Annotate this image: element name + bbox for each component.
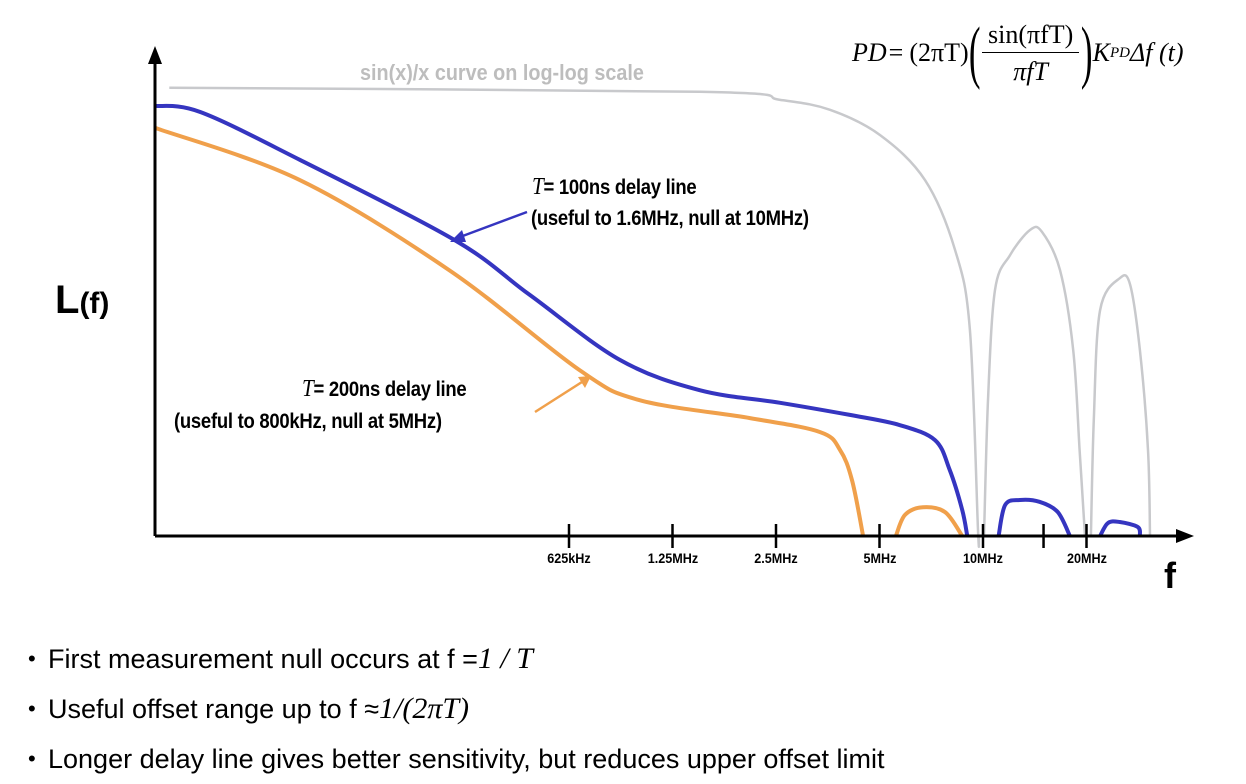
bullet-math: 1/(2πT) [379, 692, 470, 725]
t200-label-line1: T= 200ns delay line [302, 376, 467, 402]
bullet-dot: • [28, 646, 36, 671]
x-axis-arrow [1176, 529, 1194, 543]
t100-arrow-head [450, 230, 466, 242]
x-tick-label: 625kHz [547, 550, 591, 566]
chart [148, 46, 1194, 548]
bullet-item: • Useful offset range up to f ≈ 1/(2πT) [28, 684, 884, 734]
x-tick-label: 1.25MHz [647, 550, 698, 566]
y-axis-label: L(f) [55, 278, 110, 322]
axes [148, 46, 1194, 543]
t100-arrow-line [459, 210, 528, 239]
curve-t100-segment-3 [1098, 519, 1143, 538]
bullet-list: • First measurement null occurs at f = 1… [28, 634, 884, 784]
curve-t100-segment-1 [154, 103, 970, 537]
t100-label-line1: T= 100ns delay line [532, 174, 697, 200]
t200-arrow-line [534, 380, 583, 414]
curve-sinc-segment-2 [982, 225, 1087, 537]
x-axis-label: f [1164, 555, 1176, 596]
t200-label-line2: (useful to 800kHz, null at 5MHz) [174, 410, 442, 433]
x-tick-label: 2.5MHz [754, 550, 798, 566]
sinc-curve-label: sin(x)/x curve on log-log scale [360, 60, 644, 85]
curve-t200-segment-1 [154, 125, 866, 537]
x-tick-label: 5MHz [863, 550, 896, 566]
x-tick-label: 20MHz [1066, 550, 1107, 566]
curve-t200-segment-2 [894, 505, 964, 538]
bullet-dot: • [28, 696, 36, 721]
y-axis-arrow [148, 46, 162, 64]
bullet-math: 1 / T [477, 642, 533, 675]
bullet-item: • Longer delay line gives better sensiti… [28, 734, 884, 784]
phase-detector-formula: PD = (2πT) ( sin(πfT) πfT ) K PD Δf (t) [852, 14, 1184, 91]
curve-t100-segment-2 [996, 497, 1072, 537]
curve-sinc-segment-3 [1089, 274, 1152, 537]
bullet-text: Useful offset range up to f ≈ [48, 693, 380, 724]
curve-sinc-segment-1 [169, 86, 981, 548]
x-tick-label: 10MHz [963, 550, 1003, 566]
bullet-dot: • [28, 746, 36, 771]
bullet-text: First measurement null occurs at f = [48, 643, 478, 674]
t200-arrow-head [578, 376, 591, 388]
bullet-text: Longer delay line gives better sensitivi… [48, 743, 885, 774]
bullet-item: • First measurement null occurs at f = 1… [28, 634, 884, 684]
t100-label-line2: (useful to 1.6MHz, null at 10MHz) [531, 207, 809, 230]
